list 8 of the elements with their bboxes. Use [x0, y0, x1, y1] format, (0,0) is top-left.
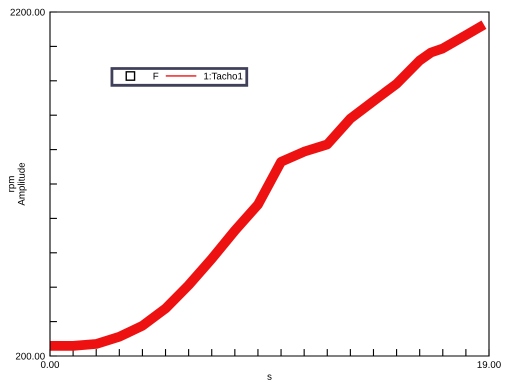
x-tick-label: 19.00 — [478, 361, 501, 368]
y-tick-label: 2200.00 — [10, 8, 45, 16]
legend-label: 1:Tacho1 — [204, 72, 242, 80]
legend-title: F — [154, 72, 158, 80]
x-tick-label: 0.00 — [40, 361, 60, 368]
x-axis-title: s — [267, 374, 272, 380]
y-tick-label: 200.00 — [16, 352, 45, 360]
y-axis-title: rpm Amplitude — [8, 162, 27, 206]
